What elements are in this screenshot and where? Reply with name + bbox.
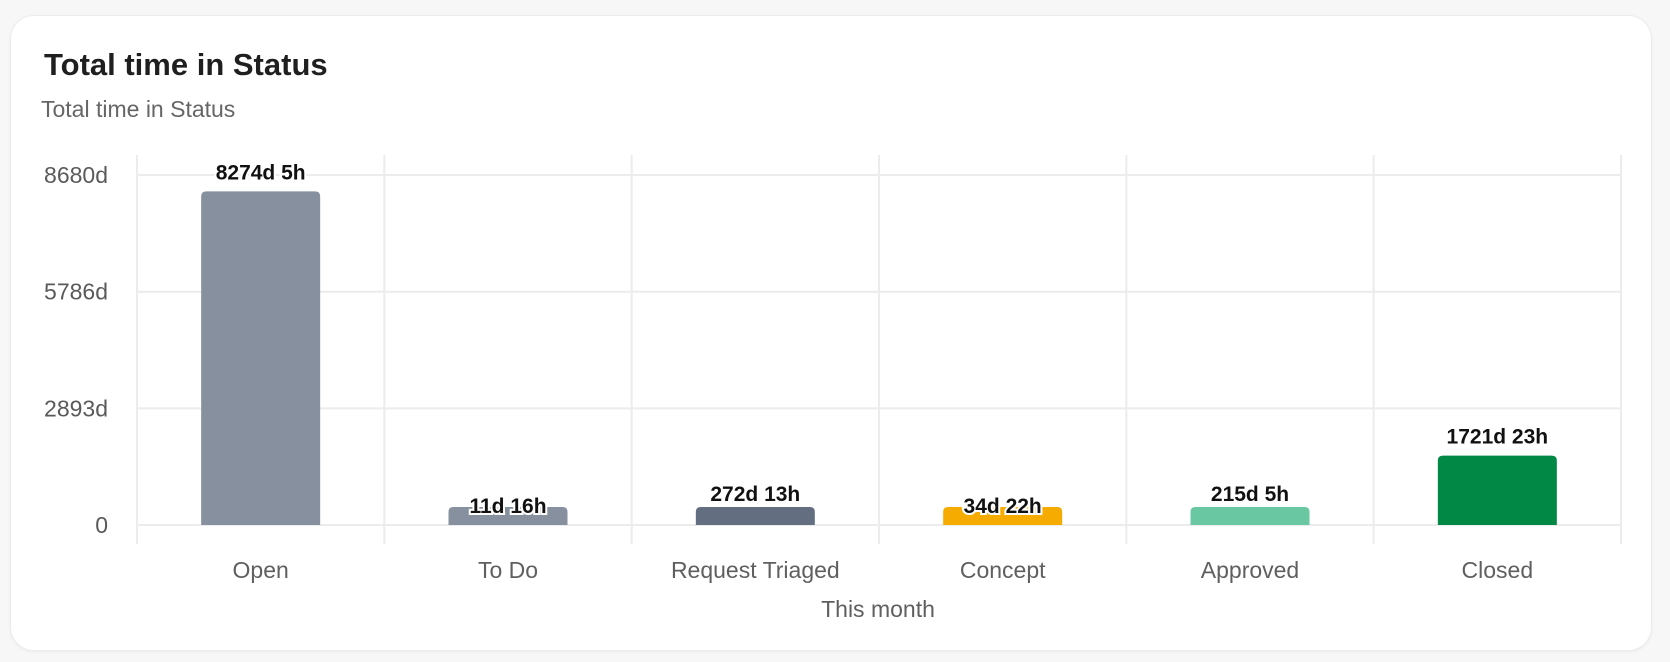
x-category-label: Concept bbox=[960, 557, 1046, 583]
x-category-label: Closed bbox=[1462, 557, 1534, 583]
bar-open[interactable] bbox=[201, 191, 321, 526]
bar-value-label: 272d 13h bbox=[710, 483, 800, 506]
bar-value-label: 8274d 5h bbox=[216, 161, 306, 184]
bar-approved[interactable] bbox=[1190, 507, 1310, 525]
y-tick-label: 0 bbox=[95, 512, 108, 538]
bar-value-label: 34d 22h bbox=[964, 495, 1042, 518]
y-tick-label: 5786d bbox=[44, 279, 108, 305]
bar-closed[interactable] bbox=[1437, 455, 1557, 525]
x-category-label: Open bbox=[233, 557, 289, 583]
bar-request-triaged[interactable] bbox=[695, 507, 815, 525]
x-category-label: Request Triaged bbox=[671, 557, 840, 583]
bar-to-do[interactable] bbox=[448, 507, 568, 525]
x-category-label: Approved bbox=[1201, 557, 1299, 583]
bar-value-label: 1721d 23h bbox=[1447, 426, 1549, 449]
y-tick-label: 8680d bbox=[44, 162, 108, 188]
x-axis-categories: Open To Do Request Triaged Concept Approved C… bbox=[233, 557, 1534, 583]
value-labels: 8274d 5h 11d 16h 272d 13h 34d 22h 215d 5h 172… bbox=[214, 159, 1550, 520]
y-axis-ticks: 0 2893d 5786d 8680d bbox=[44, 162, 108, 538]
grid-lines bbox=[136, 155, 1622, 544]
x-category-label: To Do bbox=[478, 557, 538, 583]
bars bbox=[201, 191, 1557, 526]
y-tick-label: 2893d bbox=[44, 395, 108, 421]
bar-value-label: 11d 16h bbox=[469, 495, 546, 518]
card-subtitle: Total time in Status bbox=[41, 96, 236, 122]
x-axis-title: This month bbox=[821, 596, 935, 622]
bar-concept[interactable] bbox=[943, 507, 1063, 525]
card-title: Total time in Status bbox=[44, 47, 328, 82]
bar-value-label: 215d 5h bbox=[1211, 483, 1289, 506]
